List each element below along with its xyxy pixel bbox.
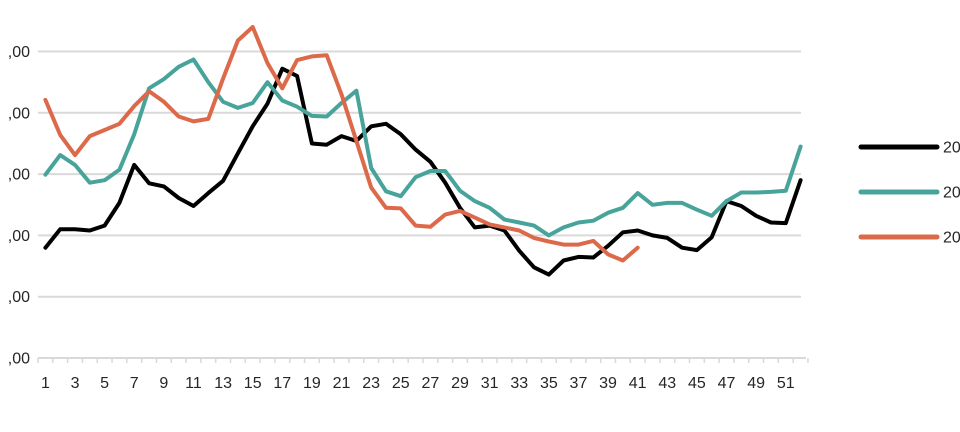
x-tick-label: 43 (658, 375, 676, 392)
y-axis-labels: ,00 ,00 ,00 ,00 ,00 ,00 (8, 44, 30, 368)
x-tick-label: 23 (362, 375, 380, 392)
x-tick-label: 37 (570, 375, 588, 392)
legend: 20 20 20 (858, 140, 960, 247)
y-tick-label: ,00 (8, 289, 30, 306)
x-tick-label: 35 (540, 375, 558, 392)
x-tick-label: 29 (451, 375, 469, 392)
x-tick-label: 11 (185, 375, 202, 392)
x-tick-label: 47 (718, 375, 736, 392)
x-tick-label: 1 (41, 375, 50, 392)
legend-label-2: 20 (943, 185, 960, 202)
x-tick-label: 41 (629, 375, 647, 392)
legend-label-3: 20 (943, 230, 960, 247)
legend-item-2: 20 (858, 185, 960, 202)
x-tick-label: 31 (481, 375, 499, 392)
x-tick-label: 45 (688, 375, 706, 392)
series-line-2 (43, 57, 803, 238)
x-tick-label: 27 (421, 375, 439, 392)
series-line-1 (43, 66, 803, 277)
x-tick-label: 9 (159, 375, 168, 392)
y-tick-label: ,00 (8, 105, 30, 122)
x-tick-label: 19 (303, 375, 321, 392)
x-tick-label: 51 (777, 375, 795, 392)
x-tick-label: 49 (747, 375, 765, 392)
y-tick-label: ,00 (8, 351, 30, 368)
x-tick-label: 39 (599, 375, 617, 392)
x-tick-label: 3 (71, 375, 80, 392)
legend-item-1: 20 (858, 140, 960, 157)
series-lines (43, 25, 803, 277)
x-tick-label: 15 (244, 375, 262, 392)
x-tick-label: 33 (510, 375, 528, 392)
legend-item-3: 20 (858, 230, 960, 247)
y-tick-label: ,00 (8, 44, 30, 61)
legend-label-1: 20 (943, 140, 960, 157)
series-line-3 (43, 25, 640, 263)
x-axis-ticks (37, 358, 809, 363)
y-tick-label: ,00 (8, 228, 30, 245)
x-tick-label: 5 (100, 375, 109, 392)
x-tick-label: 13 (214, 375, 232, 392)
x-tick-label: 7 (130, 375, 139, 392)
x-tick-label: 17 (273, 375, 291, 392)
x-axis-labels: 1 3 5 7 9 11 13 15 17 19 21 23 25 27 29 31 33 35 37 39 41 43 4… (41, 375, 795, 392)
x-tick-label: 21 (333, 375, 351, 392)
x-tick-label: 25 (392, 375, 410, 392)
gridlines (38, 50, 806, 359)
y-tick-label: ,00 (8, 167, 30, 184)
